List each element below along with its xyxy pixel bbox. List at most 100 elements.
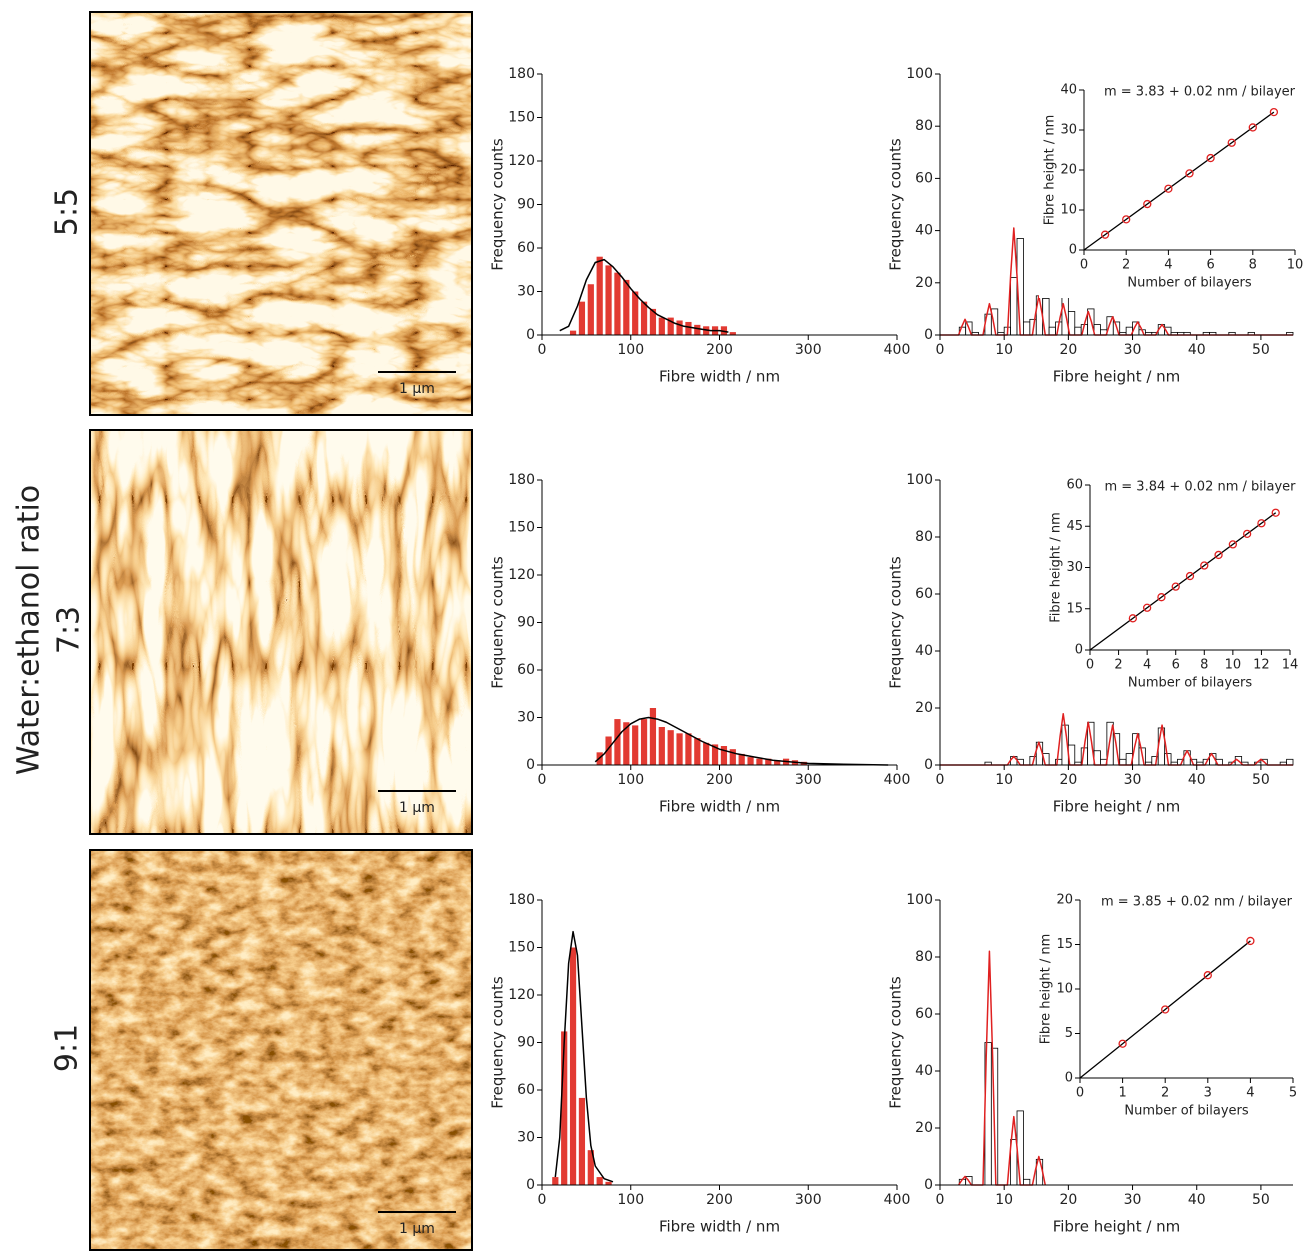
x-tick-label: 10 (1225, 658, 1242, 673)
x-tick-label: 3 (1204, 1086, 1212, 1101)
x-axis-label: Fibre height / nm (1053, 368, 1181, 386)
bar (711, 744, 719, 765)
bar (649, 708, 657, 765)
x-tick-label: 0 (1086, 658, 1094, 673)
x-tick-label: 8 (1200, 658, 1208, 673)
x-tick-label: 300 (795, 772, 822, 788)
fit-curve (554, 930, 614, 1183)
point (1157, 593, 1166, 602)
x-tick-label: 100 (617, 772, 644, 788)
y-axis-label: Frequency counts (489, 556, 507, 689)
bar (632, 291, 639, 335)
bar (658, 317, 665, 335)
bar (774, 760, 781, 765)
row-group-label: Water:ethanol ratio (12, 485, 47, 775)
y-axis-label: Frequency counts (887, 138, 905, 271)
y-tick-label: 80 (915, 118, 933, 134)
x-tick-label: 4 (1246, 1086, 1254, 1101)
bar (1023, 321, 1031, 336)
x-tick-label: 0 (538, 772, 547, 788)
fit-curve (940, 712, 1293, 766)
point (1161, 1005, 1170, 1014)
x-tick-label: 100 (617, 1192, 644, 1208)
y-axis-label: Frequency counts (489, 976, 507, 1109)
bar (623, 722, 630, 765)
x-tick-label: 50 (1252, 772, 1270, 788)
point (1128, 614, 1138, 623)
bar (747, 757, 754, 765)
point (1185, 169, 1194, 178)
bar (569, 947, 577, 1185)
y-tick-label: 90 (517, 615, 535, 631)
y-tick-label: 0 (1075, 643, 1083, 658)
bar (605, 736, 612, 765)
annotation: m = 3.84 + 0.02 nm / bilayer (1104, 480, 1296, 495)
scale-label: 1 µm (399, 381, 435, 397)
x-axis-label: Fibre height / nm (1053, 1218, 1181, 1236)
bar (720, 746, 728, 765)
bar (658, 727, 665, 765)
x-tick-label: 6 (1206, 258, 1214, 273)
x-tick-label: 2 (1122, 258, 1130, 273)
point (1246, 936, 1255, 946)
annotation: m = 3.85 + 0.02 nm / bilayer (1101, 895, 1293, 910)
bar (614, 272, 621, 335)
fit-curve (559, 258, 729, 333)
y-tick-label: 80 (915, 949, 933, 965)
bar (1016, 1110, 1024, 1186)
x-tick-label: 0 (1080, 258, 1088, 273)
x-tick-label: 200 (706, 772, 733, 788)
bar (667, 317, 674, 335)
y-tick-label: 90 (517, 1035, 535, 1051)
afm-image: 1 µm (89, 849, 473, 1251)
fit-curve (594, 716, 889, 766)
y-tick-label: 20 (915, 700, 933, 716)
point (1203, 971, 1212, 980)
bar (578, 301, 586, 335)
bar (1010, 277, 1018, 336)
point (1228, 540, 1238, 549)
x-tick-label: 0 (538, 1192, 547, 1208)
bar (596, 256, 603, 335)
bar (632, 725, 639, 765)
fit-line (1079, 940, 1251, 1079)
bar (1010, 1139, 1018, 1186)
y-tick-label: 0 (1069, 243, 1077, 258)
y-tick-label: 20 (1056, 893, 1073, 908)
fit-line (1083, 111, 1275, 251)
bar (569, 330, 577, 335)
image-frame (89, 429, 473, 835)
x-tick-label: 12 (1253, 658, 1270, 673)
y-tick-label: 20 (915, 275, 933, 291)
image-frame (89, 11, 473, 416)
bar (552, 1177, 559, 1185)
x-tick-label: 10 (995, 1192, 1013, 1208)
y-tick-label: 10 (1056, 982, 1073, 997)
y-tick-label: 60 (915, 1006, 933, 1022)
x-tick-label: 400 (884, 772, 911, 788)
y-tick-label: 30 (517, 1130, 535, 1146)
y-tick-label: 40 (915, 643, 933, 659)
bar (703, 742, 710, 765)
x-tick-label: 10 (995, 342, 1013, 358)
y-tick-label: 90 (517, 197, 535, 213)
y-tick-label: 180 (508, 472, 535, 488)
afm-texture (90, 12, 472, 415)
x-tick-label: 30 (1124, 342, 1142, 358)
x-tick-label: 20 (1059, 772, 1077, 788)
x-tick-label: 30 (1124, 772, 1142, 788)
y-tick-label: 30 (1066, 560, 1083, 575)
y-tick-label: 5 (1065, 1026, 1073, 1041)
point (1271, 508, 1280, 517)
y-tick-label: 0 (526, 1177, 535, 1193)
x-axis-label: Number of bilayers (1127, 276, 1251, 291)
y-axis-label: Fibre height / nm (1043, 115, 1058, 226)
bar (729, 749, 736, 765)
x-axis-label: Fibre width / nm (659, 1218, 780, 1236)
x-tick-label: 8 (1249, 258, 1257, 273)
x-tick-label: 4 (1164, 258, 1172, 273)
y-tick-label: 10 (1060, 203, 1077, 218)
bar (614, 719, 621, 765)
bar (685, 733, 692, 765)
